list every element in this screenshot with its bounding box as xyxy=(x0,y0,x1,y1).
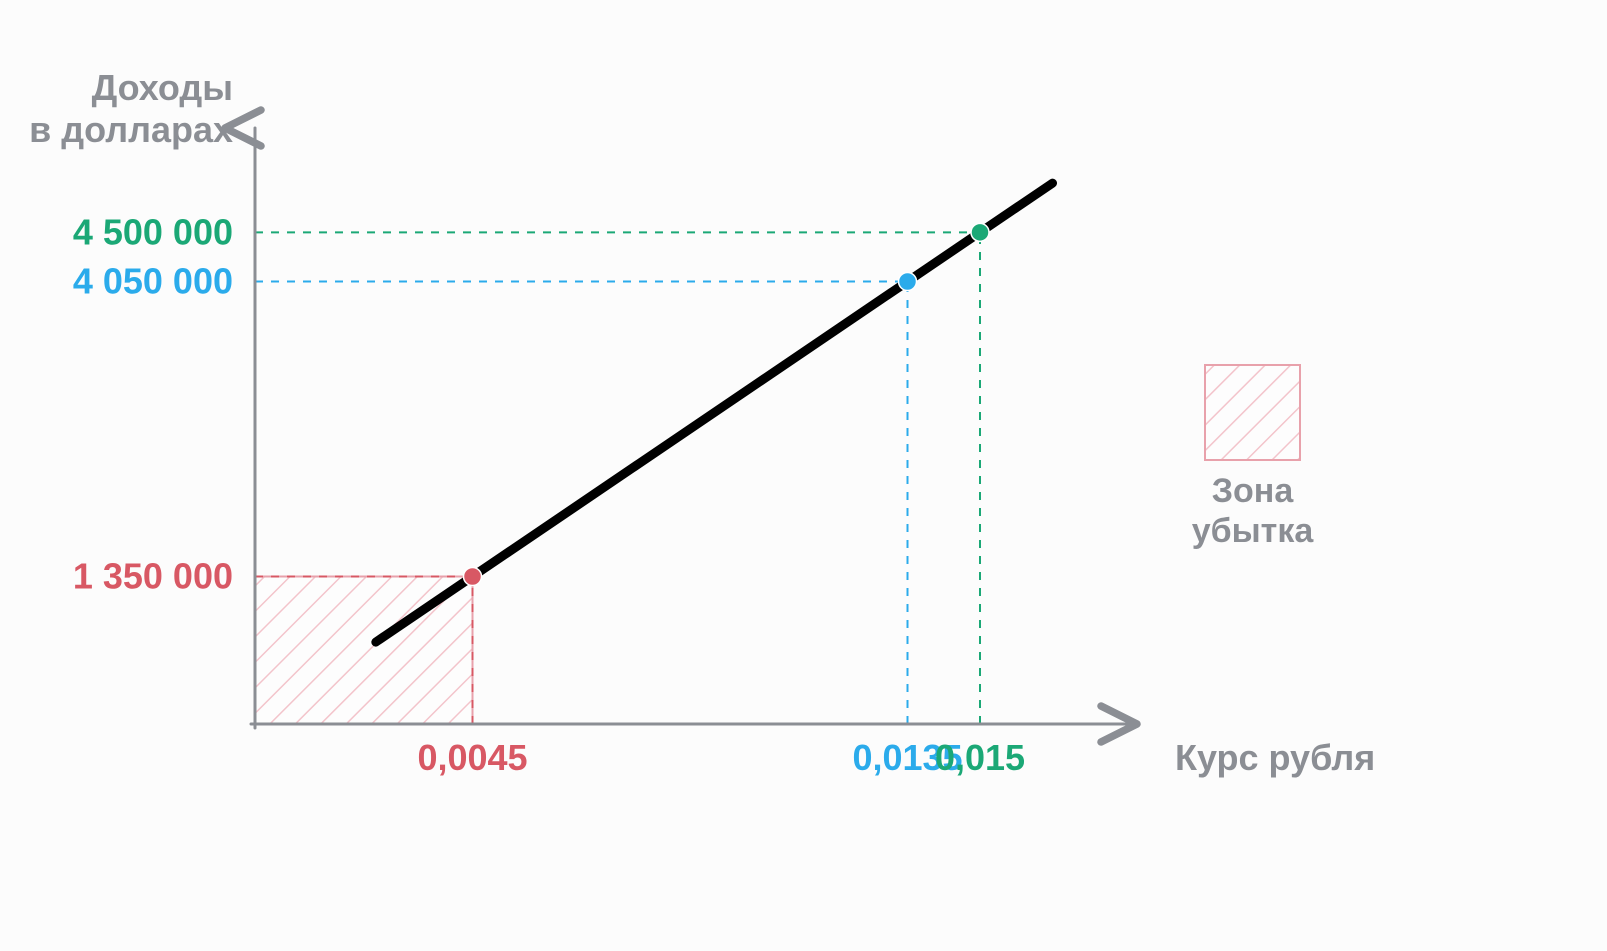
y-axis-title-1: Доходы xyxy=(92,67,233,108)
legend-swatch xyxy=(1205,365,1300,460)
legend-label-1: Зона xyxy=(1212,472,1295,510)
point-red xyxy=(464,568,482,586)
y-tick-red: 1 350 000 xyxy=(73,556,233,597)
y-tick-blue: 4 050 000 xyxy=(73,261,233,302)
point-blue xyxy=(899,273,917,291)
legend-label-2: убытка xyxy=(1192,512,1315,550)
line-chart: 1 350 0000,00454 050 0000,01354 500 0000… xyxy=(0,0,1607,951)
x-axis-title: Курс рубля xyxy=(1175,737,1375,778)
y-tick-green: 4 500 000 xyxy=(73,211,233,252)
x-tick-green: 0,015 xyxy=(935,737,1025,778)
point-green xyxy=(971,223,989,241)
x-tick-red: 0,0045 xyxy=(417,737,527,778)
y-axis-title-2: в долларах xyxy=(29,109,233,150)
